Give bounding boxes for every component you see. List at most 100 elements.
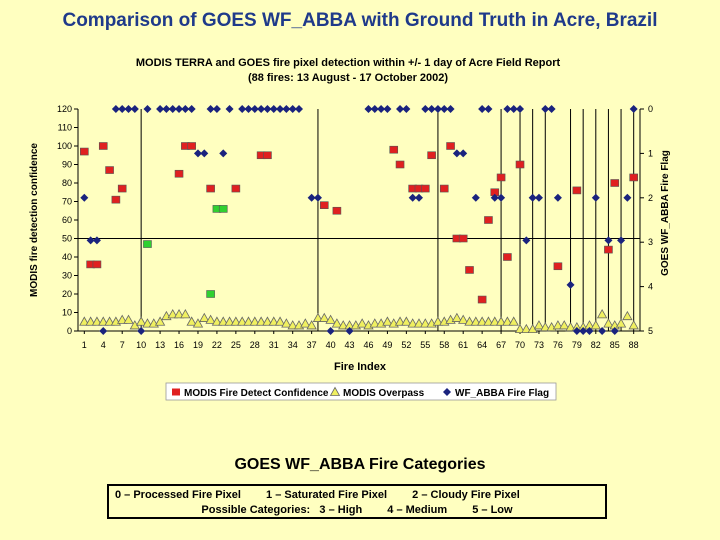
legend-swatch-overpass [329, 386, 341, 396]
goes-point [610, 327, 619, 335]
goes-point [471, 193, 480, 202]
x-tick-label: 70 [515, 340, 525, 350]
overpass-point [224, 316, 235, 326]
modis-point [610, 179, 620, 187]
goes-point [421, 105, 430, 113]
overpass-point [123, 314, 134, 324]
overpass-point [382, 316, 393, 326]
modis-point [218, 205, 228, 213]
modis-point [484, 216, 493, 224]
overpass-point [508, 316, 519, 326]
overpass-point [559, 320, 570, 330]
goes-point [269, 105, 278, 113]
goes-point [238, 105, 247, 113]
goes-point [490, 193, 499, 202]
legend-box [165, 382, 557, 401]
goes-point [522, 236, 531, 245]
goes-point [187, 105, 196, 113]
x-tick-label: 55 [420, 340, 430, 350]
modis-point [111, 195, 121, 204]
goes-point [80, 193, 89, 202]
modis-point [421, 184, 430, 193]
x-tick-label: 28 [250, 340, 260, 350]
modis-point [629, 173, 638, 182]
overpass-point [98, 316, 109, 326]
modis-point [515, 160, 525, 169]
goes-point [377, 105, 386, 113]
overpass-point [356, 318, 368, 328]
goes-point [478, 105, 487, 113]
categories-title: GOES WF_ABBA Fire Categories [234, 456, 486, 473]
overpass-point [458, 314, 469, 324]
y-tick-label: 50 [62, 234, 72, 244]
x-tick-label: 10 [136, 340, 146, 350]
goes-point [446, 105, 455, 113]
overpass-point [243, 316, 254, 326]
overpass-point [401, 316, 412, 326]
legend-label: WF_ABBA Fire Flag [455, 388, 549, 399]
x-tick-label: 40 [326, 340, 336, 350]
goes-point [130, 105, 139, 113]
y-tick-label: 20 [62, 289, 72, 299]
legend-label: MODIS Fire Detect Confidence [184, 388, 329, 399]
goes-point [598, 327, 607, 335]
fire-detection-chart: MODIS TERRA and GOES fire pixel detectio… [29, 57, 671, 401]
x-tick-label: 52 [401, 340, 411, 350]
goes-point [566, 280, 575, 289]
goes-point [244, 105, 253, 113]
categories-line-1: 0 – Processed Fire Pixel 1 – Saturated F… [115, 489, 520, 501]
modis-point [98, 142, 108, 150]
goes-point [143, 105, 152, 113]
goes-point [541, 105, 550, 113]
x-tick-label: 82 [591, 340, 601, 350]
modis-point [389, 145, 399, 154]
goes-point [326, 327, 335, 335]
x-tick-label: 37 [307, 340, 317, 350]
overpass-point [262, 316, 273, 326]
x-tick-label: 85 [610, 340, 620, 350]
overpass-point [167, 309, 178, 319]
y2-tick-label: 3 [648, 237, 653, 247]
x-tick-label: 76 [553, 340, 563, 350]
goes-point [111, 105, 120, 113]
legend-swatch-modis [172, 388, 180, 396]
goes-point [175, 105, 184, 113]
categories-box: 0 – Processed Fire Pixel 1 – Saturated F… [107, 484, 607, 519]
goes-point [225, 105, 234, 113]
goes-point [212, 105, 221, 113]
x-tick-label: 73 [534, 340, 544, 350]
y-tick-label: 120 [57, 104, 72, 114]
goes-point [364, 105, 373, 113]
goes-point [92, 236, 101, 245]
overpass-point [596, 309, 608, 319]
overpass-point [306, 320, 317, 330]
goes-point [137, 327, 146, 335]
overpass-point [338, 320, 349, 330]
goes-point [459, 149, 468, 158]
x-tick-label: 88 [629, 340, 639, 350]
modis-point [604, 245, 613, 254]
modis-point [496, 173, 506, 182]
goes-point [629, 105, 638, 113]
x-tick-label: 67 [496, 340, 506, 350]
goes-point [396, 105, 405, 113]
y2-axis-label: GOES WF_ABBA Fire Flag [660, 150, 671, 276]
y-tick-label: 10 [62, 308, 72, 318]
overpass-point [205, 314, 216, 324]
category-5: 5 – Low [472, 504, 513, 516]
overpass-point [180, 309, 191, 319]
y2-tick-label: 1 [648, 148, 653, 158]
goes-point [433, 105, 442, 113]
goes-point [623, 193, 632, 202]
x-tick-label: 25 [231, 340, 241, 350]
goes-point [288, 105, 297, 113]
category-0: 0 – Processed Fire Pixel [115, 489, 241, 501]
goes-point [219, 149, 228, 158]
modis-point [332, 206, 342, 215]
overpass-point [603, 318, 614, 328]
modis-point [553, 262, 563, 271]
x-tick-label: 22 [212, 340, 222, 350]
goes-point [484, 105, 493, 113]
x-tick-label: 1 [82, 340, 87, 350]
x-tick-label: 16 [174, 340, 184, 350]
